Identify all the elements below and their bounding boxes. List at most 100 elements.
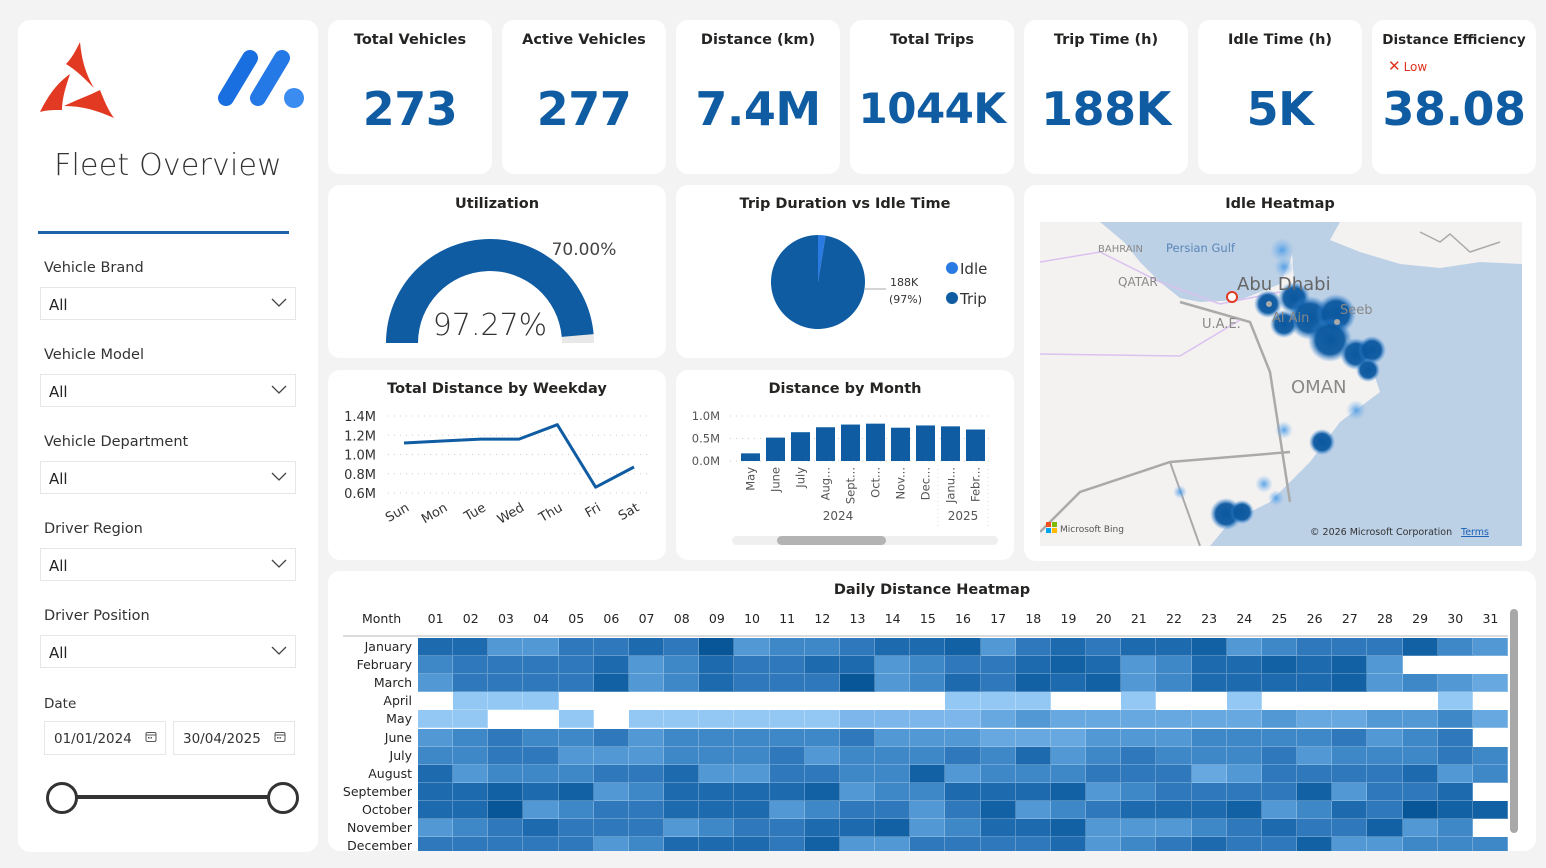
- heatmap-cell[interactable]: [1472, 819, 1508, 838]
- heatmap-cell[interactable]: [664, 819, 700, 838]
- heatmap-cell[interactable]: [699, 692, 735, 711]
- heatmap-cell[interactable]: [839, 638, 876, 657]
- heatmap-cell[interactable]: [1332, 674, 1368, 693]
- heatmap-cell[interactable]: [1226, 819, 1262, 838]
- heatmap-cell[interactable]: [1015, 746, 1051, 765]
- column-header-day[interactable]: 13: [849, 611, 866, 626]
- heatmap-cell[interactable]: [699, 800, 735, 819]
- heatmap-cell[interactable]: [804, 800, 840, 819]
- heatmap-cell[interactable]: [1015, 800, 1051, 819]
- heatmap-cell[interactable]: [1472, 728, 1508, 747]
- heatmap-cell[interactable]: [769, 674, 805, 693]
- heatmap-cell[interactable]: [734, 819, 770, 838]
- column-header-day[interactable]: 25: [1271, 611, 1288, 626]
- heatmap-cell[interactable]: [1332, 837, 1368, 851]
- heatmap-cell[interactable]: [980, 728, 1016, 747]
- heatmap-cell[interactable]: [1050, 692, 1087, 711]
- heatmap-cell[interactable]: [1472, 710, 1508, 729]
- heatmap-cell[interactable]: [1086, 746, 1122, 765]
- heatmap-cell[interactable]: [628, 692, 665, 711]
- heatmap-cell[interactable]: [804, 782, 840, 801]
- idle-map[interactable]: BAHRAIN Persian Gulf QATAR Abu Dhabi U.A…: [1040, 222, 1522, 546]
- heatmap-cell[interactable]: [1226, 800, 1262, 819]
- heatmap-cell[interactable]: [488, 638, 524, 657]
- heatmap-cell[interactable]: [1121, 819, 1157, 838]
- heatmap-cell[interactable]: [1261, 764, 1298, 783]
- heatmap-cell[interactable]: [1015, 819, 1051, 838]
- heatmap-cell[interactable]: [1297, 638, 1333, 657]
- heatmap-cell[interactable]: [804, 764, 840, 783]
- heatmap-cell[interactable]: [488, 692, 524, 711]
- heatmap-cell[interactable]: [839, 837, 876, 851]
- heatmap-cell[interactable]: [1367, 728, 1403, 747]
- heatmap-cell[interactable]: [1261, 746, 1298, 765]
- heatmap-cell[interactable]: [1437, 764, 1473, 783]
- heatmap-cell[interactable]: [1156, 638, 1192, 657]
- date-slider-end-handle[interactable]: [267, 782, 299, 814]
- heatmap-cell[interactable]: [910, 800, 946, 819]
- heatmap-cell[interactable]: [1437, 819, 1473, 838]
- heatmap-cell[interactable]: [523, 710, 559, 729]
- heatmap-cell[interactable]: [1191, 692, 1227, 711]
- heatmap-cell[interactable]: [453, 692, 489, 711]
- weekday-line-chart[interactable]: 0.6M 0.8M 1.0M 1.2M 1.4M Sun Mon Tue Wed Thu Fri Sa…: [328, 370, 666, 560]
- heatmap-cell[interactable]: [804, 837, 840, 851]
- heatmap-cell[interactable]: [1015, 674, 1051, 693]
- bar-2[interactable]: [791, 432, 810, 461]
- heatmap-cell[interactable]: [488, 656, 524, 675]
- heatmap-cell[interactable]: [1332, 819, 1368, 838]
- heatmap-cell[interactable]: [593, 638, 629, 657]
- heatmap-cell[interactable]: [1472, 764, 1508, 783]
- heatmap-cell[interactable]: [769, 837, 805, 851]
- heatmap-cell[interactable]: [980, 692, 1016, 711]
- heatmap-cell[interactable]: [664, 710, 700, 729]
- heatmap-cell[interactable]: [1121, 764, 1157, 783]
- heatmap-cell[interactable]: [910, 837, 946, 851]
- heatmap-cell[interactable]: [453, 819, 489, 838]
- heatmap-cell[interactable]: [1367, 800, 1403, 819]
- heatmap-cell[interactable]: [1297, 656, 1333, 675]
- heatmap-cell[interactable]: [980, 837, 1016, 851]
- heatmap-cell[interactable]: [1261, 710, 1298, 729]
- heatmap-cell[interactable]: [1472, 638, 1508, 657]
- heatmap-cell[interactable]: [839, 819, 876, 838]
- heatmap-cell[interactable]: [945, 837, 981, 851]
- heatmap-cell[interactable]: [1297, 710, 1333, 729]
- heatmap-cell[interactable]: [699, 656, 735, 675]
- heatmap-cell[interactable]: [558, 674, 594, 693]
- heatmap-cell[interactable]: [1367, 638, 1403, 657]
- heatmap-cell[interactable]: [1402, 692, 1438, 711]
- heatmap-cell[interactable]: [418, 819, 454, 838]
- heatmap-cell[interactable]: [1261, 800, 1298, 819]
- heatmap-cell[interactable]: [910, 819, 946, 838]
- heatmap-cell[interactable]: [558, 819, 594, 838]
- monthly-bar-chart[interactable]: 0.0M 0.5M 1.0M May June July Aug... Sept... Oct.…: [676, 370, 1014, 560]
- heatmap-cell[interactable]: [910, 656, 946, 675]
- heatmap-cell[interactable]: [593, 710, 629, 729]
- column-header-day[interactable]: 04: [533, 611, 549, 626]
- heatmap-cell[interactable]: [804, 638, 840, 657]
- heatmap-cell[interactable]: [1226, 837, 1262, 851]
- heatmap-cell[interactable]: [980, 746, 1016, 765]
- heatmap-cell[interactable]: [488, 819, 524, 838]
- heatmap-cell[interactable]: [628, 800, 665, 819]
- heatmap-cell[interactable]: [699, 837, 735, 851]
- heatmap-cell[interactable]: [1050, 728, 1087, 747]
- heatmap-cell[interactable]: [453, 746, 489, 765]
- heatmap-cell[interactable]: [418, 728, 454, 747]
- column-header-day[interactable]: 05: [568, 611, 585, 626]
- heatmap-cell[interactable]: [1297, 800, 1333, 819]
- heatmap-cell[interactable]: [875, 638, 911, 657]
- heatmap-cell[interactable]: [1297, 764, 1333, 783]
- end-date-input[interactable]: 30/04/2025: [173, 721, 295, 755]
- heatmap-cell[interactable]: [1156, 710, 1192, 729]
- heatmap-cell[interactable]: [664, 800, 700, 819]
- heatmap-cell[interactable]: [699, 746, 735, 765]
- heatmap-cell[interactable]: [1121, 800, 1157, 819]
- heatmap-cell[interactable]: [910, 710, 946, 729]
- heatmap-cell[interactable]: [734, 837, 770, 851]
- heatmap-cell[interactable]: [1402, 728, 1438, 747]
- heatmap-cell[interactable]: [699, 674, 735, 693]
- heatmap-cell[interactable]: [1437, 728, 1473, 747]
- heatmap-cell[interactable]: [1156, 800, 1192, 819]
